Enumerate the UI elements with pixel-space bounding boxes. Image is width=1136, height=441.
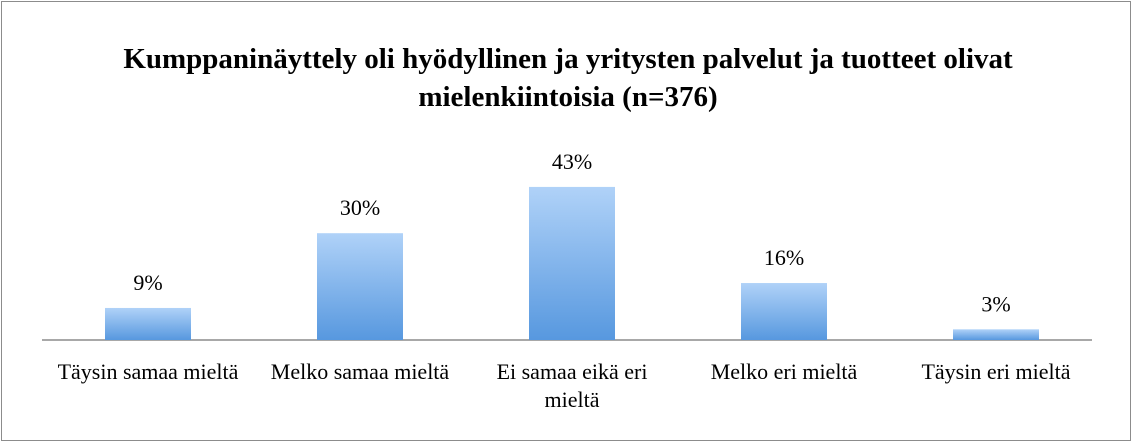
value-label: 3% <box>981 291 1010 316</box>
x-tick-label: Melko samaa mieltä <box>270 359 450 384</box>
x-tick-label: Täysin eri mieltä <box>921 359 1071 384</box>
plot: 9% 30% 43% 16% 3% <box>42 149 1092 341</box>
bar <box>529 186 615 340</box>
value-label: 43% <box>552 149 592 174</box>
x-tick-label: Melko eri mieltä <box>710 359 858 384</box>
bar <box>953 329 1039 340</box>
chart-title: Kumppaninäyttely oli hyödyllinen ja yrit… <box>123 43 1013 113</box>
bar <box>105 307 191 340</box>
value-label: 30% <box>340 195 380 220</box>
x-tick-label: Ei samaa eikä eri mieltä <box>496 359 648 412</box>
bar <box>317 233 403 340</box>
x-tick-label: Täysin samaa mieltä <box>57 359 239 384</box>
value-label: 16% <box>764 245 804 270</box>
value-label: 9% <box>133 270 162 295</box>
bar <box>741 283 827 340</box>
